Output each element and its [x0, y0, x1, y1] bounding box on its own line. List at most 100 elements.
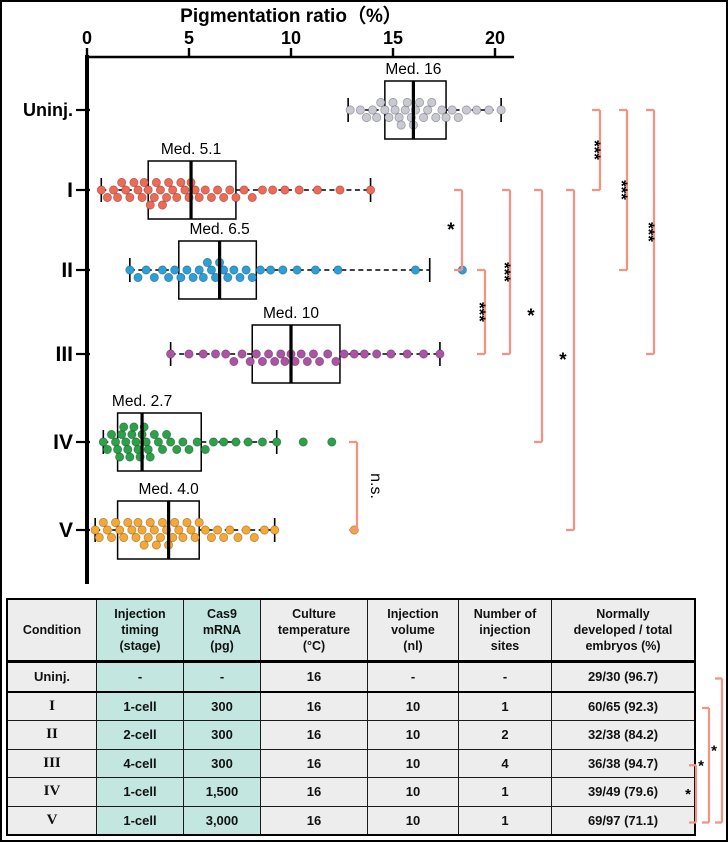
data-point	[276, 349, 286, 359]
data-point	[121, 437, 131, 447]
data-point	[427, 97, 437, 108]
table-cell: 39/49 (79.6)	[551, 777, 696, 807]
data-point	[229, 356, 239, 367]
x-axis-tick-label: 10	[281, 28, 301, 48]
table-cell: 1-cell	[96, 691, 184, 721]
table-cell: -	[96, 661, 184, 693]
data-point	[115, 525, 125, 535]
table-significance-label: *	[711, 743, 717, 760]
data-point	[127, 429, 137, 440]
significance-bracket	[534, 188, 544, 444]
data-point	[143, 185, 153, 195]
table-cell: 300	[183, 720, 261, 750]
data-point	[198, 349, 208, 359]
data-point	[435, 349, 445, 359]
data-point	[143, 532, 153, 543]
significance-bracket	[646, 108, 656, 356]
median-label: Med. 4.0	[138, 481, 199, 498]
table-cell: 4	[458, 748, 552, 778]
condition-cell: Uninj.	[6, 661, 97, 693]
data-point	[221, 349, 231, 359]
data-point	[496, 105, 506, 115]
data-point	[94, 532, 104, 543]
category-label: III	[55, 343, 73, 366]
data-point	[184, 444, 194, 455]
data-point	[333, 265, 343, 275]
data-point	[400, 105, 410, 115]
data-point	[157, 200, 168, 210]
data-point	[257, 185, 268, 195]
significance-label: ***	[612, 180, 631, 200]
data-point	[184, 349, 194, 359]
data-point	[225, 185, 235, 195]
pigmentation-chart: Pigmentation ratio（%）0 5 10 15 20Uninj.IIIII…	[23, 4, 658, 584]
data-point	[206, 532, 217, 543]
data-point	[166, 349, 176, 359]
table-cell: 1	[458, 691, 552, 721]
data-point	[380, 105, 390, 115]
category-label: IV	[53, 431, 73, 454]
data-point	[176, 272, 186, 283]
table-cell: -	[183, 661, 261, 693]
data-point	[168, 185, 178, 195]
table-cell: 3,000	[183, 805, 261, 836]
data-point	[229, 265, 239, 275]
data-point	[102, 444, 113, 455]
table-cell: 36/38 (94.7)	[551, 748, 696, 778]
table-significance-bracket	[702, 706, 711, 824]
category-label: Uninj.	[23, 100, 73, 120]
table-row: III 4-cell 300 16 10 4 36/38 (94.7)	[6, 748, 696, 778]
category-label: II	[61, 259, 73, 282]
data-point	[323, 349, 333, 359]
data-point	[192, 437, 202, 447]
data-point	[372, 349, 382, 359]
table-cell: 60/65 (92.3)	[551, 691, 696, 721]
data-point	[172, 444, 182, 455]
table-row: Uninj. - -16- -29/30 (96.7)	[6, 661, 696, 693]
data-point	[268, 185, 278, 195]
data-point	[131, 437, 141, 447]
data-point	[125, 265, 135, 275]
data-point	[453, 112, 463, 123]
data-point	[190, 532, 200, 543]
table-cell: 16	[260, 805, 368, 836]
data-point	[151, 540, 161, 550]
table-body: Uninj. - -16- -29/30 (96.7) I 1-cell 300 16 10 1 6…	[6, 661, 696, 836]
data-point	[243, 437, 253, 447]
table-cell: 16	[260, 720, 368, 750]
significance-bracket	[592, 108, 602, 192]
median-label: Med. 10	[263, 305, 319, 322]
data-point	[237, 349, 247, 359]
data-point	[263, 349, 274, 359]
data-point	[113, 444, 123, 455]
data-point	[133, 517, 143, 528]
data-point	[145, 452, 155, 462]
data-point	[194, 192, 204, 203]
table-significance-bracket	[715, 677, 724, 824]
data-point	[241, 525, 251, 535]
data-point	[133, 185, 143, 195]
data-point	[270, 356, 280, 367]
significance-label: *	[559, 350, 567, 371]
data-point	[202, 257, 212, 268]
x-axis-tick-label: 0	[82, 28, 92, 48]
significance-bracket	[566, 188, 576, 532]
data-point	[90, 525, 100, 535]
table-cell: 2-cell	[96, 720, 184, 750]
data-point	[402, 97, 412, 108]
data-point	[247, 192, 257, 203]
data-point	[200, 525, 210, 535]
data-point	[367, 105, 378, 115]
data-point	[129, 422, 139, 432]
data-point	[225, 525, 235, 535]
significance-label: ***	[495, 262, 514, 282]
data-point	[396, 120, 406, 130]
data-point	[390, 105, 400, 115]
data-point	[200, 185, 210, 195]
data-point	[345, 105, 355, 115]
data-point	[145, 517, 155, 528]
data-point	[372, 112, 382, 123]
x-axis-tick-label: 20	[485, 28, 505, 48]
data-point	[157, 517, 168, 528]
data-point	[331, 356, 341, 367]
